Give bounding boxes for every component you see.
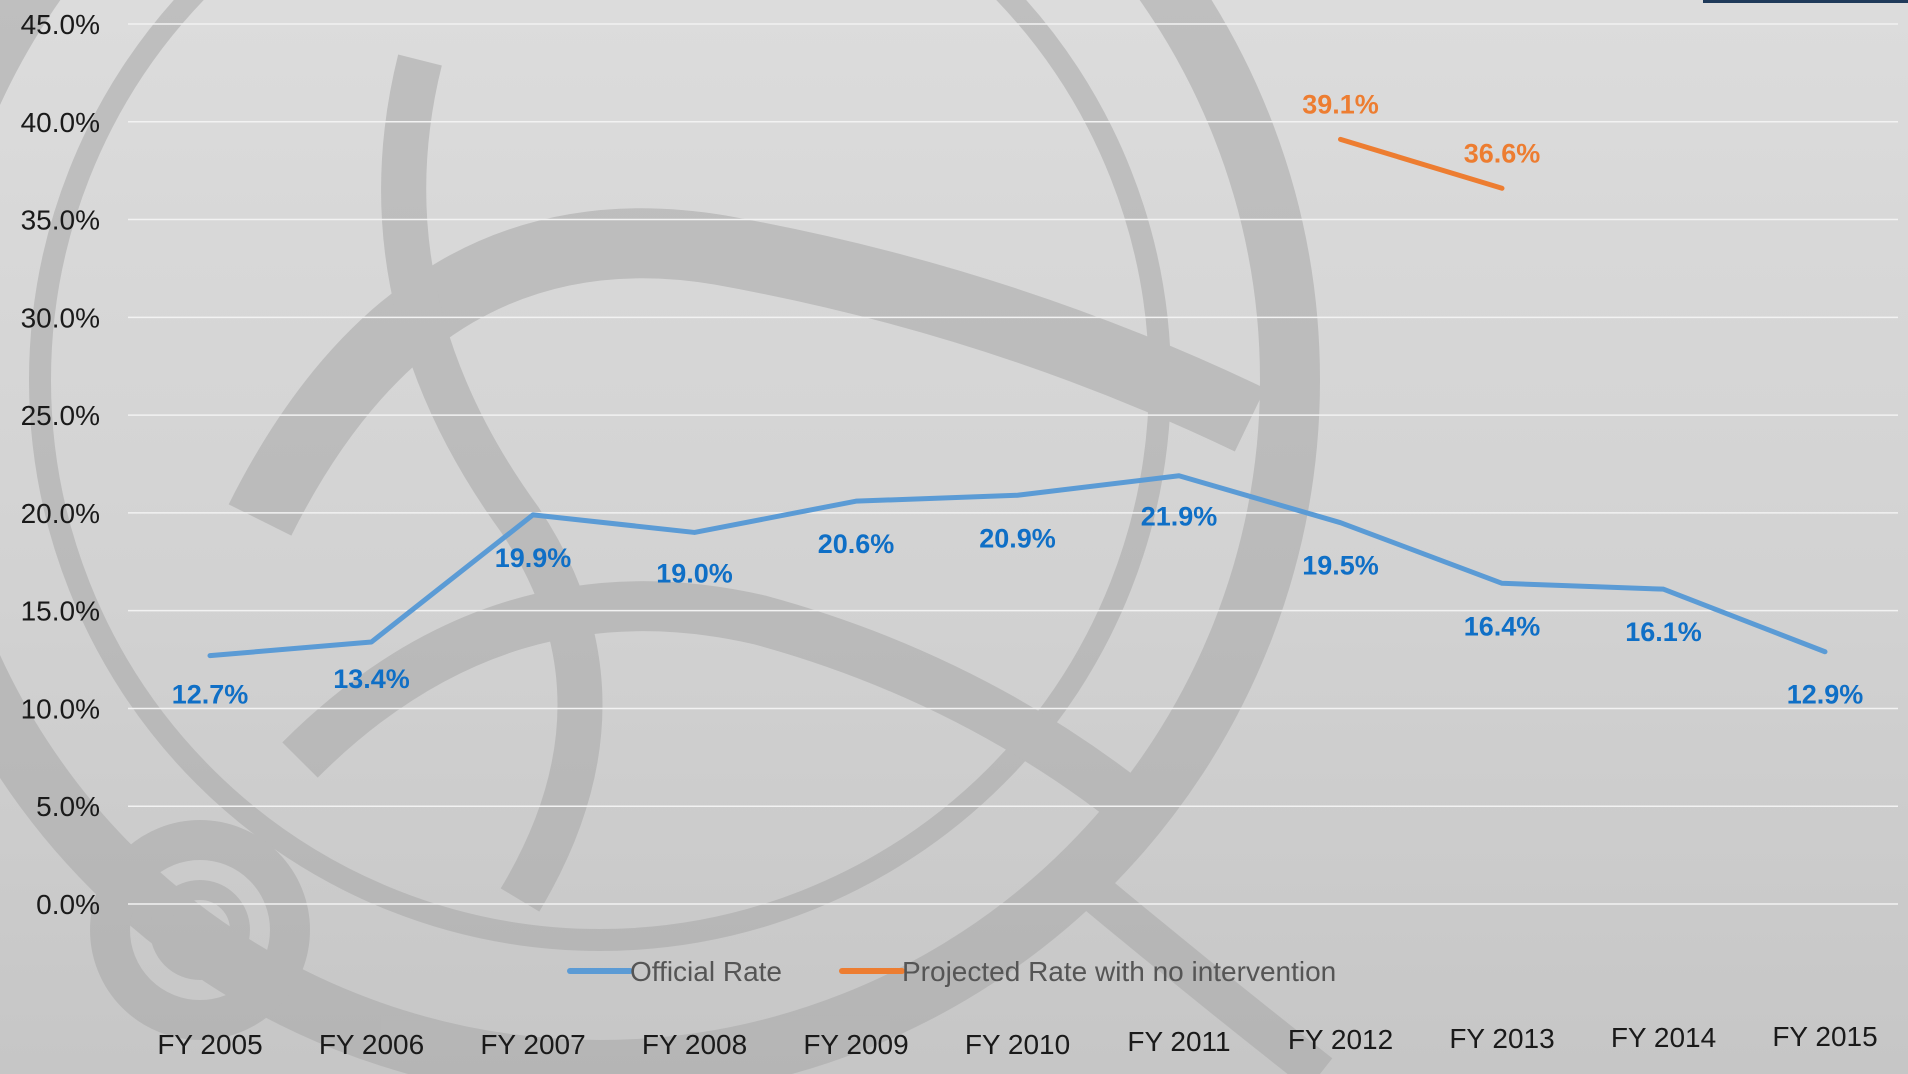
series-line-official-rate (207, 473, 1828, 659)
data-label: 16.4% (1464, 611, 1541, 641)
data-label: 39.1% (1302, 89, 1379, 119)
x-tick-label: FY 2007 (480, 1029, 585, 1060)
x-tick-label: FY 2006 (319, 1029, 424, 1060)
x-tick-label: FY 2014 (1611, 1022, 1716, 1053)
data-label: 19.0% (656, 558, 733, 588)
data-labels: 12.7% 13.4% 19.9% 19.0% 20.6% 20.9% 21.9% 19.5%… (172, 89, 1864, 709)
y-axis-tick-labels: 0.0% 5.0% 10.0% 15.0% 20.0% 25.0% 30.0% 35.0% 40… (21, 9, 100, 920)
data-label: 19.9% (495, 543, 572, 573)
x-tick-label: FY 2015 (1772, 1021, 1877, 1052)
y-tick-label: 25.0% (21, 400, 100, 431)
y-tick-label: 30.0% (21, 302, 100, 333)
data-label: 19.5% (1302, 551, 1379, 581)
y-tick-label: 35.0% (21, 205, 100, 236)
x-tick-label: FY 2005 (157, 1029, 262, 1060)
data-label: 20.6% (818, 529, 895, 559)
legend-label: Official Rate (630, 956, 782, 987)
legend: Official Rate Projected Rate with no inte… (567, 956, 1336, 987)
watermark-seal (0, 0, 1333, 1074)
series-lines (207, 136, 1828, 659)
y-tick-label: 20.0% (21, 498, 100, 529)
gridlines (128, 23, 1898, 905)
x-tick-label: FY 2009 (803, 1029, 908, 1060)
x-tick-label: FY 2012 (1288, 1024, 1393, 1055)
data-label: 21.9% (1141, 502, 1218, 532)
y-tick-label: 40.0% (21, 107, 100, 138)
data-label: 20.9% (979, 523, 1056, 553)
y-tick-label: 45.0% (21, 9, 100, 40)
x-axis-tick-labels: FY 2005 FY 2006 FY 2007 FY 2008 FY 2009 FY 20… (157, 1021, 1877, 1060)
data-label: 12.7% (172, 680, 249, 710)
data-label: 16.1% (1625, 617, 1702, 647)
y-tick-label: 5.0% (36, 791, 100, 822)
accent-bar (1703, 0, 1908, 3)
data-label: 12.9% (1787, 680, 1864, 710)
x-tick-label: FY 2008 (642, 1029, 747, 1060)
x-tick-label: FY 2010 (965, 1029, 1070, 1060)
y-tick-label: 15.0% (21, 596, 100, 627)
y-tick-label: 10.0% (21, 693, 100, 724)
x-tick-label: FY 2011 (1127, 1026, 1230, 1057)
data-label: 36.6% (1464, 138, 1541, 168)
x-tick-label: FY 2013 (1449, 1023, 1554, 1054)
data-label: 13.4% (333, 664, 410, 694)
y-tick-label: 0.0% (36, 889, 100, 920)
series-line-projected-rate (1338, 136, 1505, 191)
legend-label: Projected Rate with no intervention (902, 956, 1336, 987)
